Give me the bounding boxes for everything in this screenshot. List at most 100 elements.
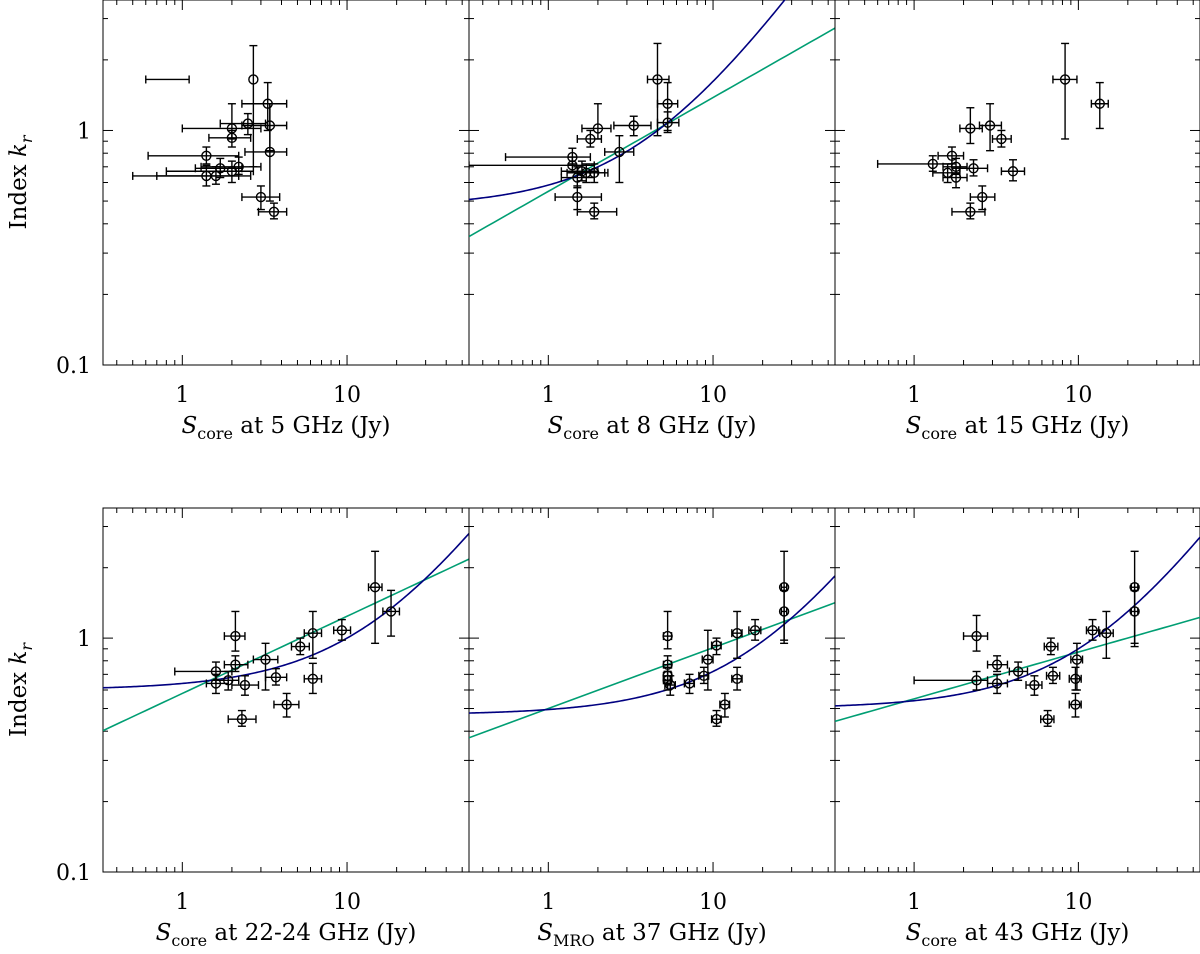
- point-marker: [719, 699, 731, 710]
- point-marker: [307, 627, 319, 639]
- data-point: [719, 692, 731, 718]
- data-point: [367, 550, 383, 645]
- data-points: [469, 42, 680, 220]
- point-marker: [996, 133, 1007, 145]
- x-axis-label: Score at 8 GHz (Jy): [547, 413, 756, 443]
- point-marker: [572, 191, 583, 203]
- point-marker: [731, 627, 743, 639]
- data-point: [662, 610, 673, 650]
- data-point: [145, 44, 259, 168]
- fits: [103, 532, 469, 732]
- point-marker: [662, 117, 673, 128]
- data-points: [913, 550, 1140, 727]
- point-marker: [1070, 699, 1081, 710]
- data-point: [991, 129, 1012, 148]
- fits: [469, 0, 835, 238]
- ticks: [469, 0, 835, 366]
- plot-frame: [468, 507, 836, 873]
- point-marker: [1129, 606, 1140, 617]
- ticks: [103, 0, 469, 366]
- point-marker: [971, 675, 982, 686]
- linear-fit-curve: [469, 0, 786, 201]
- point-marker: [950, 172, 962, 183]
- data-points: [174, 550, 401, 727]
- data-point: [554, 185, 603, 211]
- x-axis-label: Score at 5 GHz (Jy): [181, 413, 390, 443]
- point-marker: [731, 673, 743, 684]
- point-marker: [665, 679, 676, 691]
- data-point: [1068, 666, 1082, 691]
- point-marker: [1029, 679, 1040, 691]
- data-point: [876, 155, 953, 172]
- data-point: [290, 637, 310, 656]
- data-point: [1129, 589, 1140, 648]
- point-marker: [260, 654, 271, 665]
- x-tick-label: 1: [175, 890, 189, 915]
- point-marker: [1042, 714, 1053, 725]
- data-point: [147, 146, 240, 165]
- point-marker: [711, 714, 722, 725]
- point-marker: [281, 699, 292, 710]
- x-tick-label: 10: [1064, 383, 1092, 408]
- data-point: [613, 115, 652, 137]
- point-marker: [684, 678, 695, 689]
- point-marker: [572, 172, 583, 183]
- ticks: [835, 508, 1200, 873]
- ticks: [469, 508, 835, 873]
- x-tick-label: 1: [175, 383, 189, 408]
- data-point: [683, 673, 696, 695]
- y-tick-label: 0.1: [56, 354, 91, 379]
- point-marker: [965, 206, 976, 218]
- data-point: [986, 673, 1009, 695]
- point-marker: [977, 191, 988, 203]
- point-marker: [778, 606, 790, 617]
- data-point: [264, 667, 288, 686]
- data-point: [156, 164, 240, 187]
- x-tick-label: 10: [333, 890, 361, 915]
- point-marker: [991, 678, 1003, 689]
- y-tick-label: 1: [77, 119, 91, 144]
- x-axis-label: Score at 43 GHz (Jy): [906, 920, 1130, 950]
- point-marker: [336, 625, 348, 636]
- data-point: [581, 103, 612, 140]
- data-point: [241, 185, 281, 211]
- data-point: [205, 673, 229, 695]
- point-marker: [991, 659, 1003, 670]
- point-marker: [201, 150, 212, 161]
- panel-bottom-right: 1 10 Score at 43 GHz (Jy): [834, 507, 1200, 950]
- point-marker: [1059, 74, 1071, 85]
- point-marker: [698, 670, 710, 682]
- point-marker: [965, 123, 976, 134]
- y-tick-label: 0.1: [56, 861, 91, 886]
- x-tick-label: 1: [541, 383, 555, 408]
- data-point: [244, 103, 288, 202]
- x-tick-label: 1: [541, 890, 555, 915]
- y-tick-label: 1: [77, 627, 91, 652]
- data-point: [1008, 661, 1029, 682]
- point-marker: [236, 714, 248, 725]
- point-marker: [1094, 98, 1105, 109]
- data-point: [1068, 692, 1082, 718]
- panel-bottom-left: 1 10 0.1 1 Score at 22-24 GHz (Jy) Index kr: [6, 507, 470, 950]
- point-marker: [295, 641, 306, 652]
- plot-frame: [102, 507, 470, 873]
- data-point: [731, 666, 743, 691]
- point-marker: [927, 158, 939, 170]
- data-point: [962, 614, 989, 652]
- data-point: [959, 159, 989, 177]
- data-point: [504, 147, 592, 165]
- data-point: [382, 589, 401, 637]
- data-point: [252, 642, 279, 691]
- x-tick-label: 10: [699, 890, 727, 915]
- data-point: [942, 167, 968, 189]
- data-points: [876, 42, 1109, 220]
- point-marker: [567, 160, 578, 171]
- data-point: [604, 134, 635, 184]
- x-tick-label: 1: [907, 383, 921, 408]
- power-law-fit-line: [103, 558, 469, 732]
- power-law-fit-line: [469, 27, 835, 238]
- point-marker: [628, 120, 639, 131]
- data-point: [959, 107, 983, 145]
- data-point: [1043, 637, 1059, 656]
- point-marker: [270, 672, 282, 683]
